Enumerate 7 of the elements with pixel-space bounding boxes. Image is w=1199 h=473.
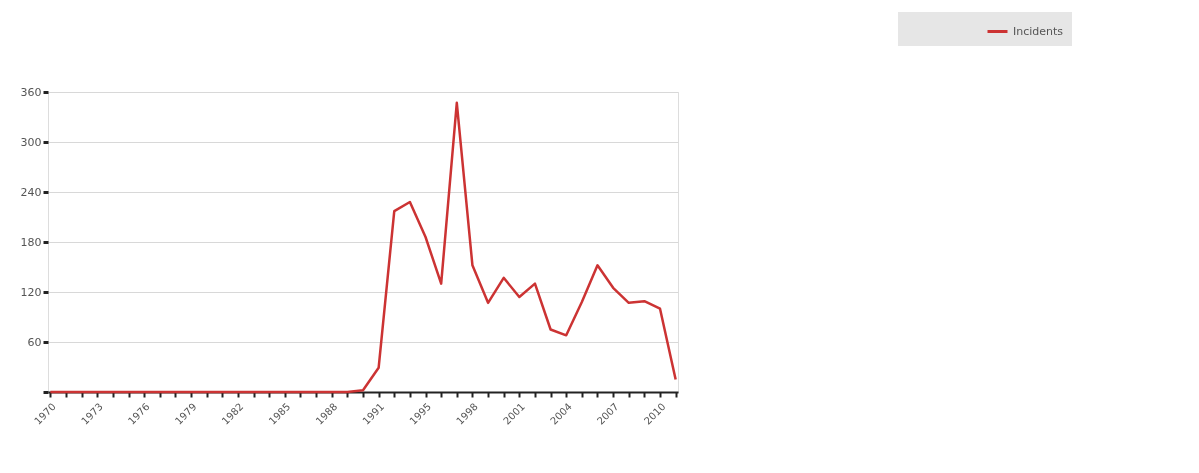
y-tick-label: 60: [27, 335, 42, 349]
y-tick-label: 240: [20, 185, 42, 199]
legend-label: Incidents: [1013, 24, 1064, 38]
y-tick-label: 360: [20, 85, 42, 99]
y-tick-label: 120: [20, 285, 42, 299]
y-tick-label: 300: [20, 135, 42, 149]
y-tick-label: 180: [20, 235, 42, 249]
